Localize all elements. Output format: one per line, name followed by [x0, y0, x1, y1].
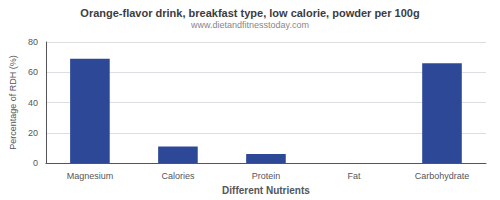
svg-text:www.dietandfitnesstoday.com: www.dietandfitnesstoday.com	[190, 20, 309, 30]
svg-text:40: 40	[28, 98, 38, 108]
svg-text:Percentage of RDH (%): Percentage of RDH (%)	[8, 55, 18, 150]
svg-text:80: 80	[28, 37, 38, 47]
svg-text:Magnesium: Magnesium	[67, 171, 114, 181]
svg-text:Calories: Calories	[161, 171, 195, 181]
svg-text:0: 0	[33, 158, 38, 168]
svg-text:Carbohydrate: Carbohydrate	[415, 171, 470, 181]
svg-text:Fat: Fat	[347, 171, 361, 181]
svg-text:60: 60	[28, 67, 38, 77]
svg-text:20: 20	[28, 128, 38, 138]
svg-text:Protein: Protein	[252, 171, 281, 181]
svg-text:Orange-flavor drink, breakfast: Orange-flavor drink, breakfast type, low…	[80, 7, 419, 19]
svg-text:Different Nutrients: Different Nutrients	[222, 185, 310, 196]
